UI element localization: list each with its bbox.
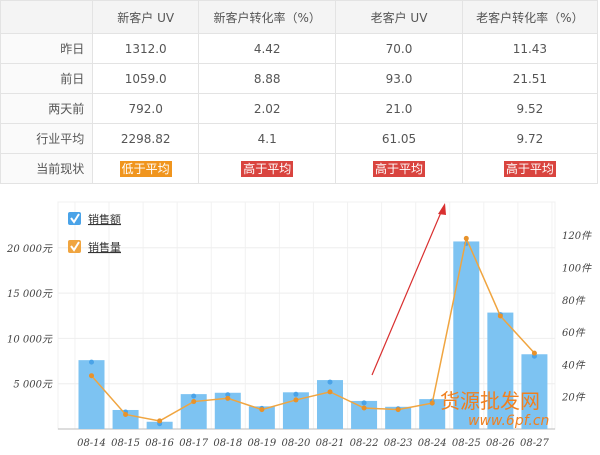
line-point-08-15 <box>123 411 129 417</box>
x-tick-label: 08-21 <box>316 438 345 449</box>
column-header: 新客户 UV <box>92 0 200 34</box>
bar-08-23 <box>385 406 412 429</box>
x-tick-label: 08-22 <box>350 438 379 449</box>
line-point-08-22 <box>361 405 367 411</box>
bar-marker <box>89 359 94 365</box>
table-cell: 9.72 <box>461 123 599 154</box>
bar-marker <box>191 393 197 399</box>
x-tick-label: 08-27 <box>520 438 549 449</box>
legend-label-1: 销售量 <box>88 240 121 254</box>
table-cell: 93.0 <box>335 63 463 94</box>
right-tick-label: 20件 <box>561 392 586 404</box>
trend-arrow <box>371 209 443 376</box>
left-tick-label: 20 000元 <box>6 244 53 255</box>
table-cell: 1312.0 <box>92 33 200 64</box>
left-tick-label: 15 000元 <box>7 289 53 300</box>
table-row: 前日 1059.0 8.88 93.0 21.51 <box>0 63 599 94</box>
column-header: 老客户转化率（%） <box>461 0 599 34</box>
row-label: 两天前 <box>0 93 94 124</box>
sales-chart: 5 000元 10 000元 15 000元 20 000元 20件 40件 60件 80件 1… <box>6 201 592 449</box>
metrics-table: 新客户 UV 新客户转化率（%） 老客户 UV 老客户转化率（%） 昨日 1312.0 4… <box>0 0 599 184</box>
bar-08-25 <box>453 241 480 429</box>
table-cell: 21.0 <box>335 93 463 124</box>
status-badge: 高于平均 <box>241 160 294 177</box>
line-point-08-19 <box>259 407 265 413</box>
check-icon <box>70 241 80 252</box>
x-tick-label: 08-24 <box>418 438 447 449</box>
bar-08-19 <box>248 406 275 429</box>
line-point-08-16 <box>157 418 163 424</box>
right-tick-label: 60件 <box>562 327 586 339</box>
bar-08-21 <box>317 380 343 429</box>
bar-marker <box>361 400 367 406</box>
bar-08-26 <box>487 312 514 429</box>
line-point-08-17 <box>191 399 197 405</box>
x-tick-label: 08-25 <box>452 438 481 449</box>
legend-label-0: 销售额 <box>88 212 121 226</box>
x-tick-label: 08-19 <box>247 438 276 449</box>
x-tick-label: 08-20 <box>282 438 311 449</box>
bar-marker <box>293 391 299 397</box>
table-cell: 9.52 <box>461 93 599 124</box>
table-cell: 61.05 <box>335 123 463 154</box>
table-row: 昨日 1312.0 4.42 70.0 11.43 <box>0 33 599 64</box>
column-header <box>0 0 94 34</box>
right-tick-label: 100件 <box>562 263 592 275</box>
line-point-08-24 <box>429 400 435 406</box>
table-cell: 2298.82 <box>92 123 200 154</box>
column-header: 新客户转化率（%） <box>198 0 337 34</box>
bar-08-27 <box>521 354 548 429</box>
line-point-08-18 <box>225 395 231 401</box>
status-badge: 高于平均 <box>503 160 556 177</box>
table-cell: 4.1 <box>198 123 337 154</box>
table-cell: 11.43 <box>461 33 599 64</box>
line-point-08-25 <box>463 235 469 241</box>
x-tick-label: 08-16 <box>145 438 174 449</box>
bar-marker <box>225 392 231 398</box>
table-cell: 21.51 <box>461 63 599 94</box>
bar-08-14 <box>78 360 105 429</box>
table-row: 两天前 792.0 2.02 21.0 9.52 <box>0 93 599 124</box>
row-label: 昨日 <box>0 33 94 64</box>
line-point-08-26 <box>497 313 503 319</box>
x-tick-label: 08-18 <box>213 438 242 449</box>
x-tick-label: 08-14 <box>77 438 106 449</box>
table-row: 行业平均 2298.82 4.1 61.05 9.72 <box>0 123 599 154</box>
x-tick-label: 08-17 <box>179 438 208 449</box>
line-point-08-20 <box>293 397 299 403</box>
left-tick-label: 10 000元 <box>7 334 53 345</box>
table-cell: 4.42 <box>198 33 337 64</box>
status-badge: 低于平均 <box>119 160 172 177</box>
line-point-08-27 <box>531 350 537 356</box>
row-label: 行业平均 <box>0 123 94 154</box>
table-cell: 8.88 <box>198 63 337 94</box>
watermark-text: 货源批发网 <box>440 389 540 413</box>
right-tick-label: 80件 <box>562 295 586 307</box>
bar-08-15 <box>112 409 139 429</box>
sales-volume-line <box>90 235 535 422</box>
table-cell: 792.0 <box>92 93 200 124</box>
right-tick-label: 40件 <box>561 359 586 371</box>
x-tick-label: 08-23 <box>384 438 413 449</box>
row-label: 当前现状 <box>0 153 94 184</box>
line-point-08-14 <box>89 373 94 379</box>
status-badge: 高于平均 <box>373 160 426 177</box>
table-cell: 1059.0 <box>92 63 200 94</box>
table-cell: 70.0 <box>335 33 463 64</box>
x-tick-label: 08-15 <box>111 438 140 449</box>
status-row: 当前现状 低于平均 高于平均 高于平均 高于平均 <box>0 153 599 184</box>
arrow-head-icon <box>438 203 446 215</box>
x-tick-label: 08-26 <box>486 438 515 449</box>
column-header: 老客户 UV <box>335 0 463 34</box>
check-icon <box>70 213 80 224</box>
line-point-08-21 <box>327 389 333 395</box>
watermark-url: www.6pf.cn <box>468 413 549 429</box>
row-label: 前日 <box>0 63 94 94</box>
bar-marker <box>327 379 333 385</box>
left-tick-label: 5 000元 <box>13 380 53 391</box>
right-tick-label: 120件 <box>562 230 592 242</box>
line-point-08-23 <box>395 407 401 413</box>
table-cell: 2.02 <box>198 93 337 124</box>
